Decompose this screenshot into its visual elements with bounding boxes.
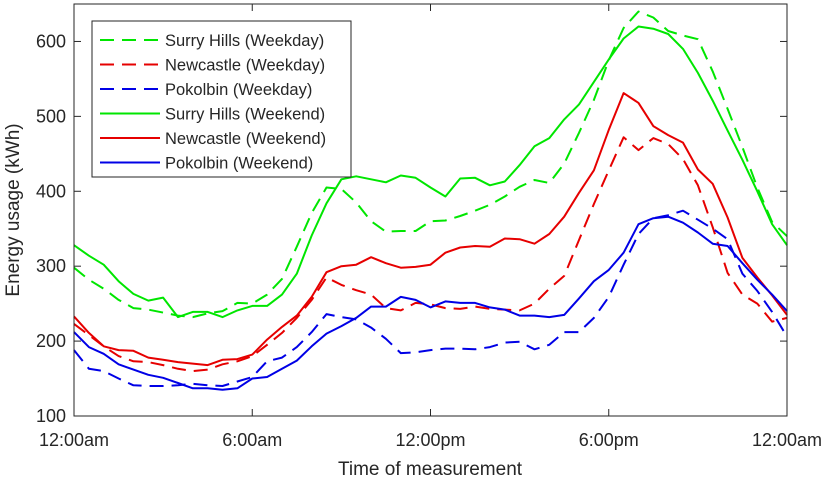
y-tick-label: 600	[36, 31, 66, 51]
y-tick-label: 300	[36, 256, 66, 276]
legend-label: Surry Hills (Weekend)	[165, 106, 325, 124]
legend-label: Newcastle (Weekday)	[165, 57, 325, 75]
y-tick-label: 100	[36, 406, 66, 426]
y-tick-label: 400	[36, 181, 66, 201]
series-line-pokolbin-weekend	[73, 215, 788, 391]
x-tick-label: 12:00am	[752, 430, 822, 450]
legend-label: Surry Hills (Weekday)	[165, 32, 324, 50]
x-axis-label: Time of measurement	[338, 459, 523, 480]
x-tick-label: 12:00am	[39, 430, 109, 450]
series-line-newcastle-weekend	[73, 92, 788, 367]
legend-box	[91, 20, 352, 178]
tick-layer: 12:00am 6:00am 12:00pm 6:00pm 12:00am 100 200 3…	[36, 4, 822, 450]
y-axis-label: Energy usage (kWh)	[3, 123, 24, 296]
legend-label: Newcastle (Weekend)	[165, 130, 326, 148]
legend-label: Pokolbin (Weekend)	[165, 155, 313, 173]
x-tick-label: 6:00am	[222, 430, 282, 450]
legend-label: Pokolbin (Weekday)	[165, 81, 312, 99]
x-tick-label: 6:00pm	[579, 430, 639, 450]
series-line-surry-hills-weekend	[73, 25, 788, 319]
y-tick-label: 200	[36, 331, 66, 351]
x-tick-label: 12:00pm	[395, 430, 465, 450]
series-layer	[73, 10, 788, 391]
legend: Surry Hills (Weekday) Newcastle (Weekday)…	[91, 20, 352, 178]
series-line-surry-hills-weekday	[73, 10, 788, 319]
series-line-pokolbin-weekday	[73, 209, 788, 387]
y-tick-label: 500	[36, 106, 66, 126]
